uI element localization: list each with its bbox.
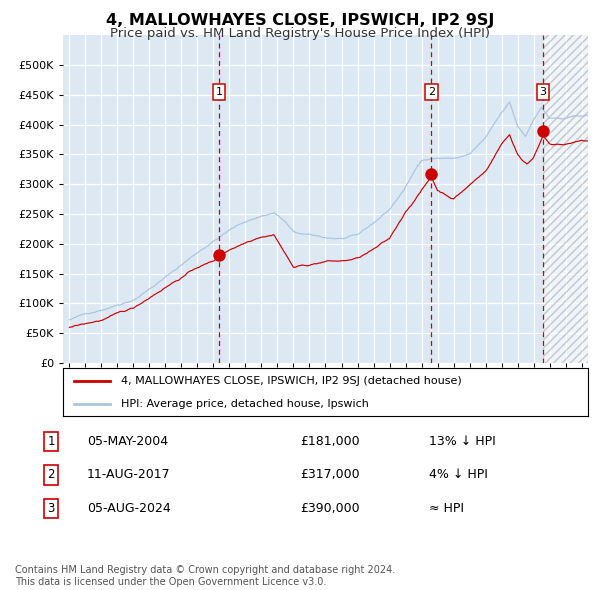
Text: HPI: Average price, detached house, Ipswich: HPI: Average price, detached house, Ipsw… bbox=[121, 399, 368, 409]
Text: 05-MAY-2004: 05-MAY-2004 bbox=[87, 435, 168, 448]
Text: 4, MALLOWHAYES CLOSE, IPSWICH, IP2 9SJ: 4, MALLOWHAYES CLOSE, IPSWICH, IP2 9SJ bbox=[106, 13, 494, 28]
Bar bbox=[543, 35, 588, 363]
Text: £390,000: £390,000 bbox=[300, 502, 359, 515]
Text: 2: 2 bbox=[428, 87, 435, 97]
Text: 4% ↓ HPI: 4% ↓ HPI bbox=[429, 468, 488, 481]
Text: 1: 1 bbox=[47, 435, 55, 448]
Text: 3: 3 bbox=[539, 87, 547, 97]
Text: 1: 1 bbox=[215, 87, 223, 97]
Text: ≈ HPI: ≈ HPI bbox=[429, 502, 464, 515]
Text: £181,000: £181,000 bbox=[300, 435, 359, 448]
Text: 05-AUG-2024: 05-AUG-2024 bbox=[87, 502, 171, 515]
Text: £317,000: £317,000 bbox=[300, 468, 359, 481]
Text: 11-AUG-2017: 11-AUG-2017 bbox=[87, 468, 170, 481]
Bar bbox=[543, 35, 588, 363]
Text: 2: 2 bbox=[47, 468, 55, 481]
Text: Price paid vs. HM Land Registry's House Price Index (HPI): Price paid vs. HM Land Registry's House … bbox=[110, 27, 490, 40]
Text: Contains HM Land Registry data © Crown copyright and database right 2024.
This d: Contains HM Land Registry data © Crown c… bbox=[15, 565, 395, 587]
Text: 3: 3 bbox=[47, 502, 55, 515]
Text: 4, MALLOWHAYES CLOSE, IPSWICH, IP2 9SJ (detached house): 4, MALLOWHAYES CLOSE, IPSWICH, IP2 9SJ (… bbox=[121, 376, 461, 386]
Text: 13% ↓ HPI: 13% ↓ HPI bbox=[429, 435, 496, 448]
